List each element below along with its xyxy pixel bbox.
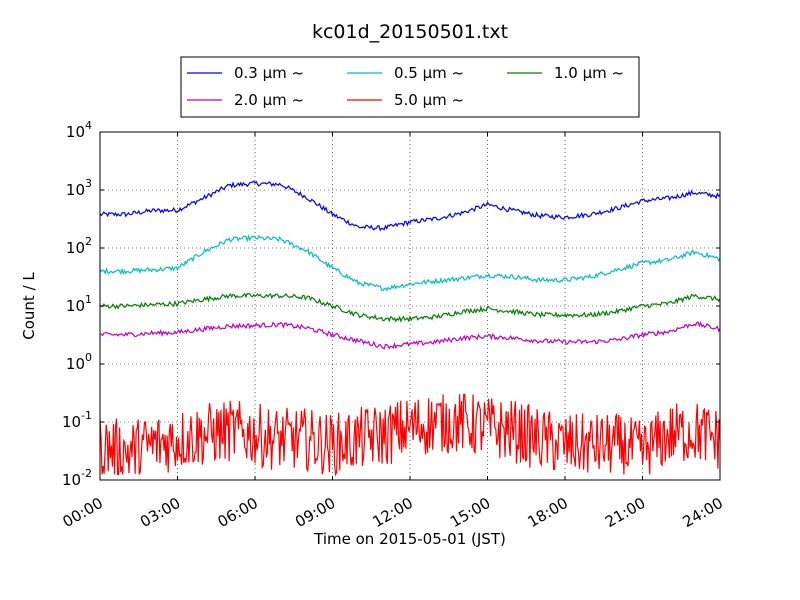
y-tick-label: 10-2 (62, 467, 92, 489)
y-tick-label: 104 (66, 119, 92, 141)
x-axis-label: Time on 2015-05-01 (JST) (313, 530, 506, 548)
y-tick-label: 100 (66, 351, 92, 373)
legend-label: 1.0 μm ~ (554, 64, 624, 82)
y-tick-label: 103 (66, 177, 92, 199)
y-tick-labels: 10-2 10-1 100 101 102 103 104 (62, 119, 92, 489)
legend-label: 0.3 μm ~ (234, 64, 304, 82)
series-line-2 (99, 292, 721, 323)
y-tick-label: 10-1 (62, 409, 92, 431)
series-line-3 (99, 320, 721, 350)
legend: 0.3 μm ~ 0.5 μm ~ 1.0 μm ~ 2.0 μm ~ 5.0 μm ~ (180, 56, 640, 118)
series-line-4 (99, 393, 721, 477)
series-layer (99, 180, 721, 477)
chart-title: kc01d_20150501.txt (312, 21, 508, 43)
series-line-1 (99, 234, 721, 292)
y-tick-label: 102 (66, 235, 92, 257)
axis-ticks (99, 131, 721, 481)
series-line-0 (99, 180, 721, 232)
legend-label: 0.5 μm ~ (394, 64, 464, 82)
y-tick-label: 101 (66, 293, 92, 315)
legend-label: 2.0 μm ~ (234, 91, 304, 109)
legend-box (180, 56, 640, 118)
legend-label: 5.0 μm ~ (394, 91, 464, 109)
y-axis-label: Count / L (20, 272, 38, 340)
